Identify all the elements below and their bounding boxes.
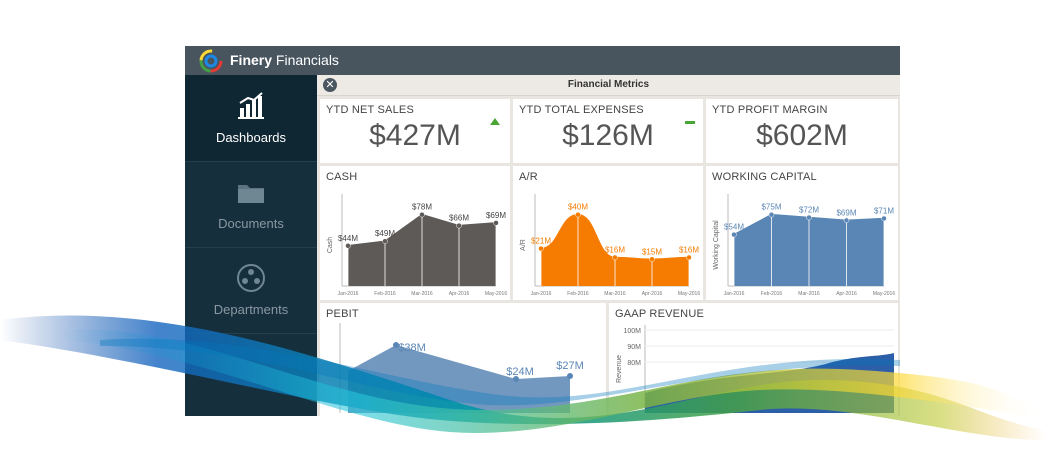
data-point[interactable] bbox=[513, 376, 519, 382]
finery-logo-icon bbox=[199, 49, 223, 73]
chart-title: PEBIT bbox=[326, 308, 359, 320]
kpi-title: YTD PROFIT MARGIN bbox=[712, 104, 828, 116]
x-tick-label: Mar-2016 bbox=[411, 291, 433, 297]
people-icon bbox=[237, 264, 265, 292]
x-tick-label: Apr-2016 bbox=[836, 291, 857, 297]
x-tick-label: Jan-2016 bbox=[338, 291, 359, 297]
data-label: $71M bbox=[874, 206, 894, 215]
data-point[interactable] bbox=[419, 211, 425, 218]
x-tick-label: Apr-2016 bbox=[642, 291, 663, 297]
data-point[interactable] bbox=[567, 373, 573, 379]
kpi-value: $126M bbox=[562, 119, 654, 152]
data-label: $21M bbox=[531, 237, 551, 246]
data-label: $69M bbox=[836, 208, 856, 217]
sidebar-item-label: Dashboards bbox=[215, 130, 287, 145]
chart-icon bbox=[238, 92, 264, 119]
close-icon[interactable]: ✕ bbox=[323, 78, 337, 92]
x-tick-label: Feb-2016 bbox=[374, 291, 396, 297]
x-tick-label: Jan-2016 bbox=[724, 291, 745, 297]
data-point[interactable] bbox=[382, 238, 388, 244]
data-point[interactable] bbox=[393, 342, 399, 348]
data-point[interactable] bbox=[881, 215, 887, 222]
sidebar-item-documents[interactable]: Documents bbox=[185, 161, 317, 248]
metrics-header: ✕ Financial Metrics bbox=[317, 75, 900, 96]
data-point[interactable] bbox=[456, 222, 462, 229]
top-bar: Finery Financials bbox=[185, 46, 900, 75]
data-point[interactable] bbox=[575, 211, 581, 218]
kpi-card-net-sales: YTD NET SALES $427M bbox=[320, 99, 510, 163]
x-tick-label: Feb-2016 bbox=[567, 291, 589, 297]
trend-up-icon bbox=[490, 118, 500, 125]
kpi-card-profit-margin: YTD PROFIT MARGIN $602M bbox=[706, 99, 898, 163]
data-label: $49M bbox=[375, 229, 395, 238]
data-label: $16M bbox=[679, 245, 699, 254]
trend-flat-icon bbox=[685, 121, 695, 124]
y-tick-label: 100M bbox=[623, 328, 641, 335]
y-tick-label: 80M bbox=[627, 360, 641, 367]
data-label: $27M bbox=[556, 360, 584, 372]
y-axis-label: Revenue bbox=[616, 355, 623, 383]
data-label: $40M bbox=[568, 203, 588, 212]
data-label: $16M bbox=[605, 245, 625, 254]
sidebar-item-label: Departments bbox=[213, 302, 289, 317]
data-point[interactable] bbox=[686, 254, 692, 261]
chart-title: WORKING CAPITAL bbox=[712, 171, 817, 183]
x-tick-label: Mar-2016 bbox=[798, 291, 820, 297]
data-point[interactable] bbox=[538, 245, 544, 252]
data-point[interactable] bbox=[768, 211, 775, 218]
data-label: $75M bbox=[761, 203, 781, 212]
data-point[interactable] bbox=[649, 256, 655, 263]
data-point[interactable] bbox=[612, 254, 618, 261]
sidebar-item-label: Documents bbox=[218, 216, 284, 231]
data-label: $44M bbox=[338, 234, 358, 243]
x-tick-label: Jan-2016 bbox=[531, 291, 552, 297]
data-label: $66M bbox=[449, 214, 469, 223]
chart-card-ar: A/R $21M Jan-2016 $40M Feb-2016 $16M Mar-2016… bbox=[513, 166, 703, 300]
x-tick-label: May-2016 bbox=[485, 291, 507, 297]
data-label: $24M bbox=[506, 366, 534, 378]
kpi-value: $602M bbox=[756, 119, 848, 152]
data-label: $15M bbox=[642, 247, 662, 256]
chart-title: CASH bbox=[326, 171, 358, 183]
data-point[interactable] bbox=[731, 231, 737, 238]
sidebar-item-departments[interactable]: Departments bbox=[185, 247, 317, 334]
kpi-value: $427M bbox=[369, 119, 461, 152]
chart-svg: $44M Jan-2016 $49M Feb-2016 $78M Mar-2016 $66M… bbox=[327, 194, 507, 297]
x-tick-label: May-2016 bbox=[873, 291, 895, 297]
data-label: $69M bbox=[486, 211, 506, 220]
kpi-title: YTD NET SALES bbox=[326, 104, 414, 116]
data-label: $72M bbox=[799, 206, 819, 215]
chart-title: GAAP REVENUE bbox=[615, 308, 705, 320]
data-point[interactable] bbox=[345, 243, 351, 249]
data-point[interactable] bbox=[843, 217, 850, 224]
data-label: $54M bbox=[724, 223, 744, 232]
data-point[interactable] bbox=[806, 214, 812, 221]
sidebar-item-dashboards[interactable]: Dashboards bbox=[185, 75, 317, 162]
kpi-title: YTD TOTAL EXPENSES bbox=[519, 104, 644, 116]
chart-title: A/R bbox=[519, 171, 538, 183]
x-tick-label: May-2016 bbox=[678, 291, 700, 297]
x-tick-label: Feb-2016 bbox=[761, 291, 783, 297]
kpi-card-total-expenses: YTD TOTAL EXPENSES $126M bbox=[513, 99, 703, 163]
y-tick-label: 90M bbox=[627, 344, 641, 351]
chart-svg: $54M Jan-2016 $75M Feb-2016 $72M Mar-2016 $69M… bbox=[713, 194, 895, 297]
data-label: $78M bbox=[412, 203, 432, 212]
panel-title: Financial Metrics bbox=[567, 79, 650, 90]
data-label: $38M bbox=[398, 342, 426, 354]
x-tick-label: Apr-2016 bbox=[449, 291, 470, 297]
chart-card-working-capital: WORKING CAPITAL $54M Jan-2016 $75M Feb-2016… bbox=[706, 166, 898, 300]
data-point[interactable] bbox=[493, 220, 499, 226]
x-tick-label: Mar-2016 bbox=[604, 291, 626, 297]
chart-card-cash: CASH $44M Jan-2016 $49M Feb-2016 $78M Mar-201… bbox=[320, 166, 510, 300]
brand-name: Finery Financials bbox=[230, 52, 339, 68]
y-axis-label: Cash bbox=[327, 237, 334, 253]
chart-svg: $21M Jan-2016 $40M Feb-2016 $16M Mar-2016 $15M… bbox=[520, 194, 700, 297]
y-axis-label: Working Capital bbox=[713, 220, 720, 270]
folder-icon bbox=[238, 185, 264, 203]
y-axis-label: A/R bbox=[520, 239, 527, 251]
